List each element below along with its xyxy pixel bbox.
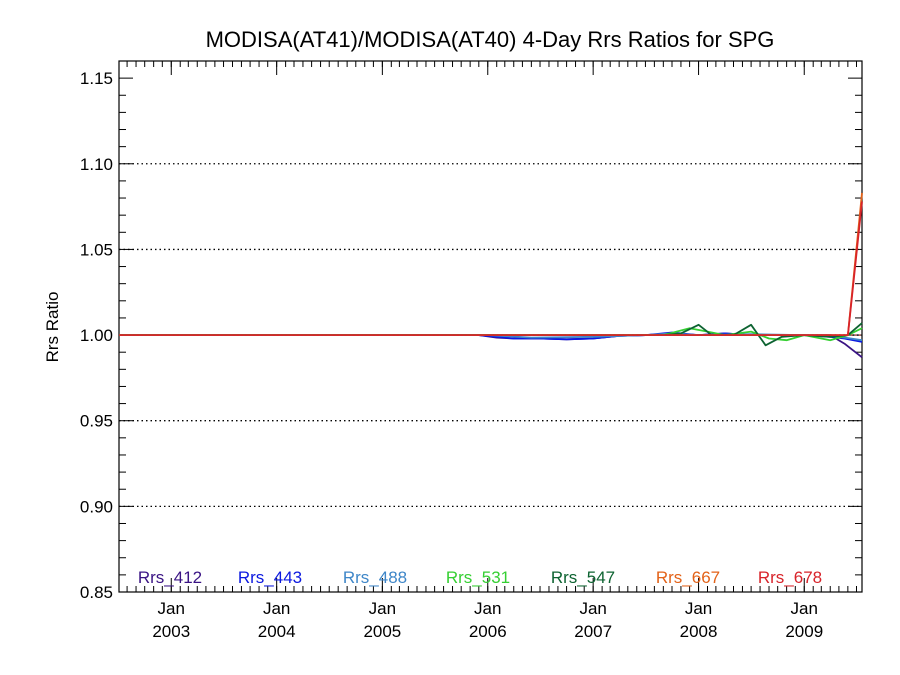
legend-item: Rrs_678: [758, 568, 822, 587]
x-tick-year: 2004: [258, 622, 296, 641]
x-tick-year: 2007: [574, 622, 612, 641]
chart-title: MODISA(AT41)/MODISA(AT40) 4-Day Rrs Rati…: [206, 27, 775, 52]
x-tick-month: Jan: [791, 599, 818, 618]
x-tick-month: Jan: [369, 599, 396, 618]
x-tick-year: 2006: [469, 622, 507, 641]
plot-frame: [118, 60, 863, 593]
x-tick-month: Jan: [474, 599, 501, 618]
legend-item: Rrs_531: [446, 568, 510, 587]
series-line-rrs-547: [119, 322, 863, 347]
x-tick-month: Jan: [263, 599, 290, 618]
y-tick-label: 1.10: [80, 155, 113, 174]
y-tick-label: 0.85: [80, 583, 113, 602]
x-tick-year: 2003: [152, 622, 190, 641]
x-tick-month: Jan: [579, 599, 606, 618]
x-tick-year: 2008: [680, 622, 718, 641]
y-tick-label: 0.90: [80, 497, 113, 516]
series-line-rrs-667: [119, 192, 863, 337]
y-axis-label: Rrs Ratio: [43, 292, 62, 363]
y-tick-label: 1.00: [80, 326, 113, 345]
y-tick-label: 0.95: [80, 412, 113, 431]
legend-item: Rrs_667: [656, 568, 720, 587]
legend-item: Rrs_547: [551, 568, 615, 587]
y-tick-label: 1.05: [80, 240, 113, 259]
x-tick-year: 2005: [363, 622, 401, 641]
legend-item: Rrs_412: [138, 568, 202, 587]
plot-area: 0.85 0.90 0.95 1.00 1.05 1.10 1.15 Jan 2003 Jan 20…: [80, 60, 863, 641]
series-line-rrs-678: [119, 201, 863, 337]
legend-item: Rrs_443: [238, 568, 302, 587]
x-tick-month: Jan: [158, 599, 185, 618]
x-tick-year: 2009: [785, 622, 823, 641]
x-tick-month: Jan: [685, 599, 712, 618]
y-tick-label: 1.15: [80, 69, 113, 88]
legend-item: Rrs_488: [343, 568, 407, 587]
